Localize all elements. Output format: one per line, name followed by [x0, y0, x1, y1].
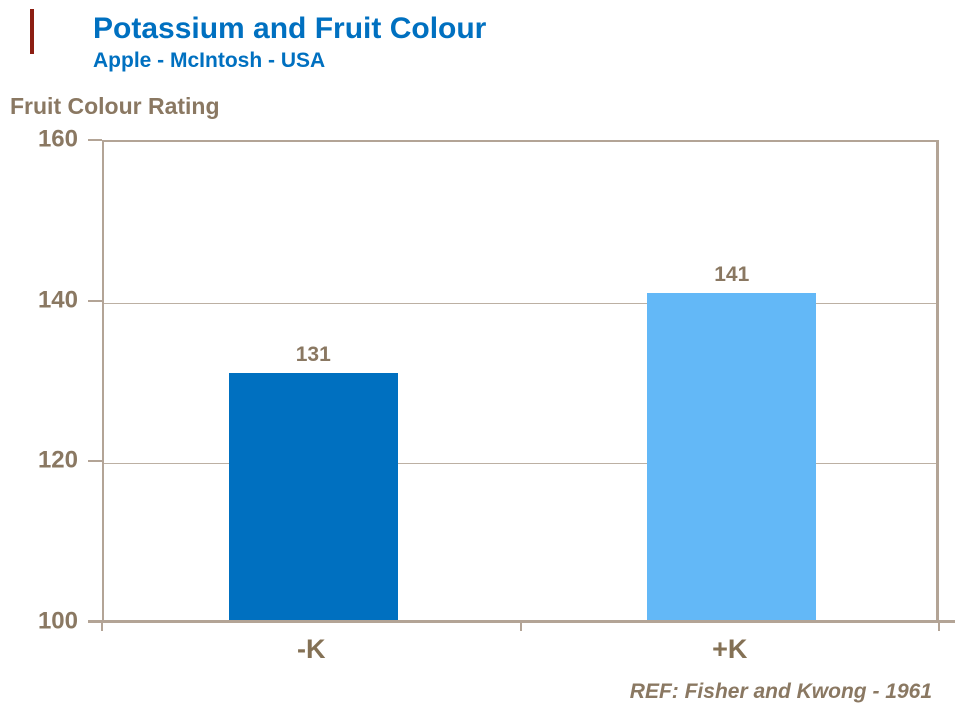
y-tick-label-120: 120: [37, 446, 78, 474]
red-accent-line: [30, 9, 34, 54]
x-axis-line: [88, 620, 955, 623]
bar-+K: [647, 292, 817, 622]
x-tick-mark-2: [938, 622, 940, 631]
y-axis-title: Fruit Colour Rating: [10, 93, 220, 119]
y-tick-label-140: 140: [37, 286, 78, 314]
y-tick-mark-140: [88, 299, 102, 302]
x-tick-mark-1: [519, 622, 522, 631]
x-category-label-+K: +K: [712, 634, 748, 664]
y-tick-mark-160: [88, 139, 102, 141]
y-tick-label-100: 100: [37, 607, 78, 635]
chart-title: Potassium and Fruit Colour: [93, 12, 487, 45]
x-tick-mark-0: [101, 622, 103, 631]
x-category-label--K: -K: [297, 634, 326, 664]
chart-subtitle: Apple - McIntosh - USA: [93, 49, 326, 72]
y-tick-label-160: 160: [37, 125, 78, 153]
value-label--K: 131: [295, 342, 331, 366]
y-tick-mark-100: [88, 621, 102, 623]
gridline-120: [104, 463, 936, 465]
y-tick-mark-120: [88, 460, 102, 463]
value-label-+K: 141: [714, 262, 750, 286]
plot-area: 131 141: [102, 140, 939, 622]
bar--K: [228, 372, 398, 622]
gridline-140: [104, 302, 936, 304]
reference-text: REF: Fisher and Kwong - 1961: [629, 680, 932, 703]
